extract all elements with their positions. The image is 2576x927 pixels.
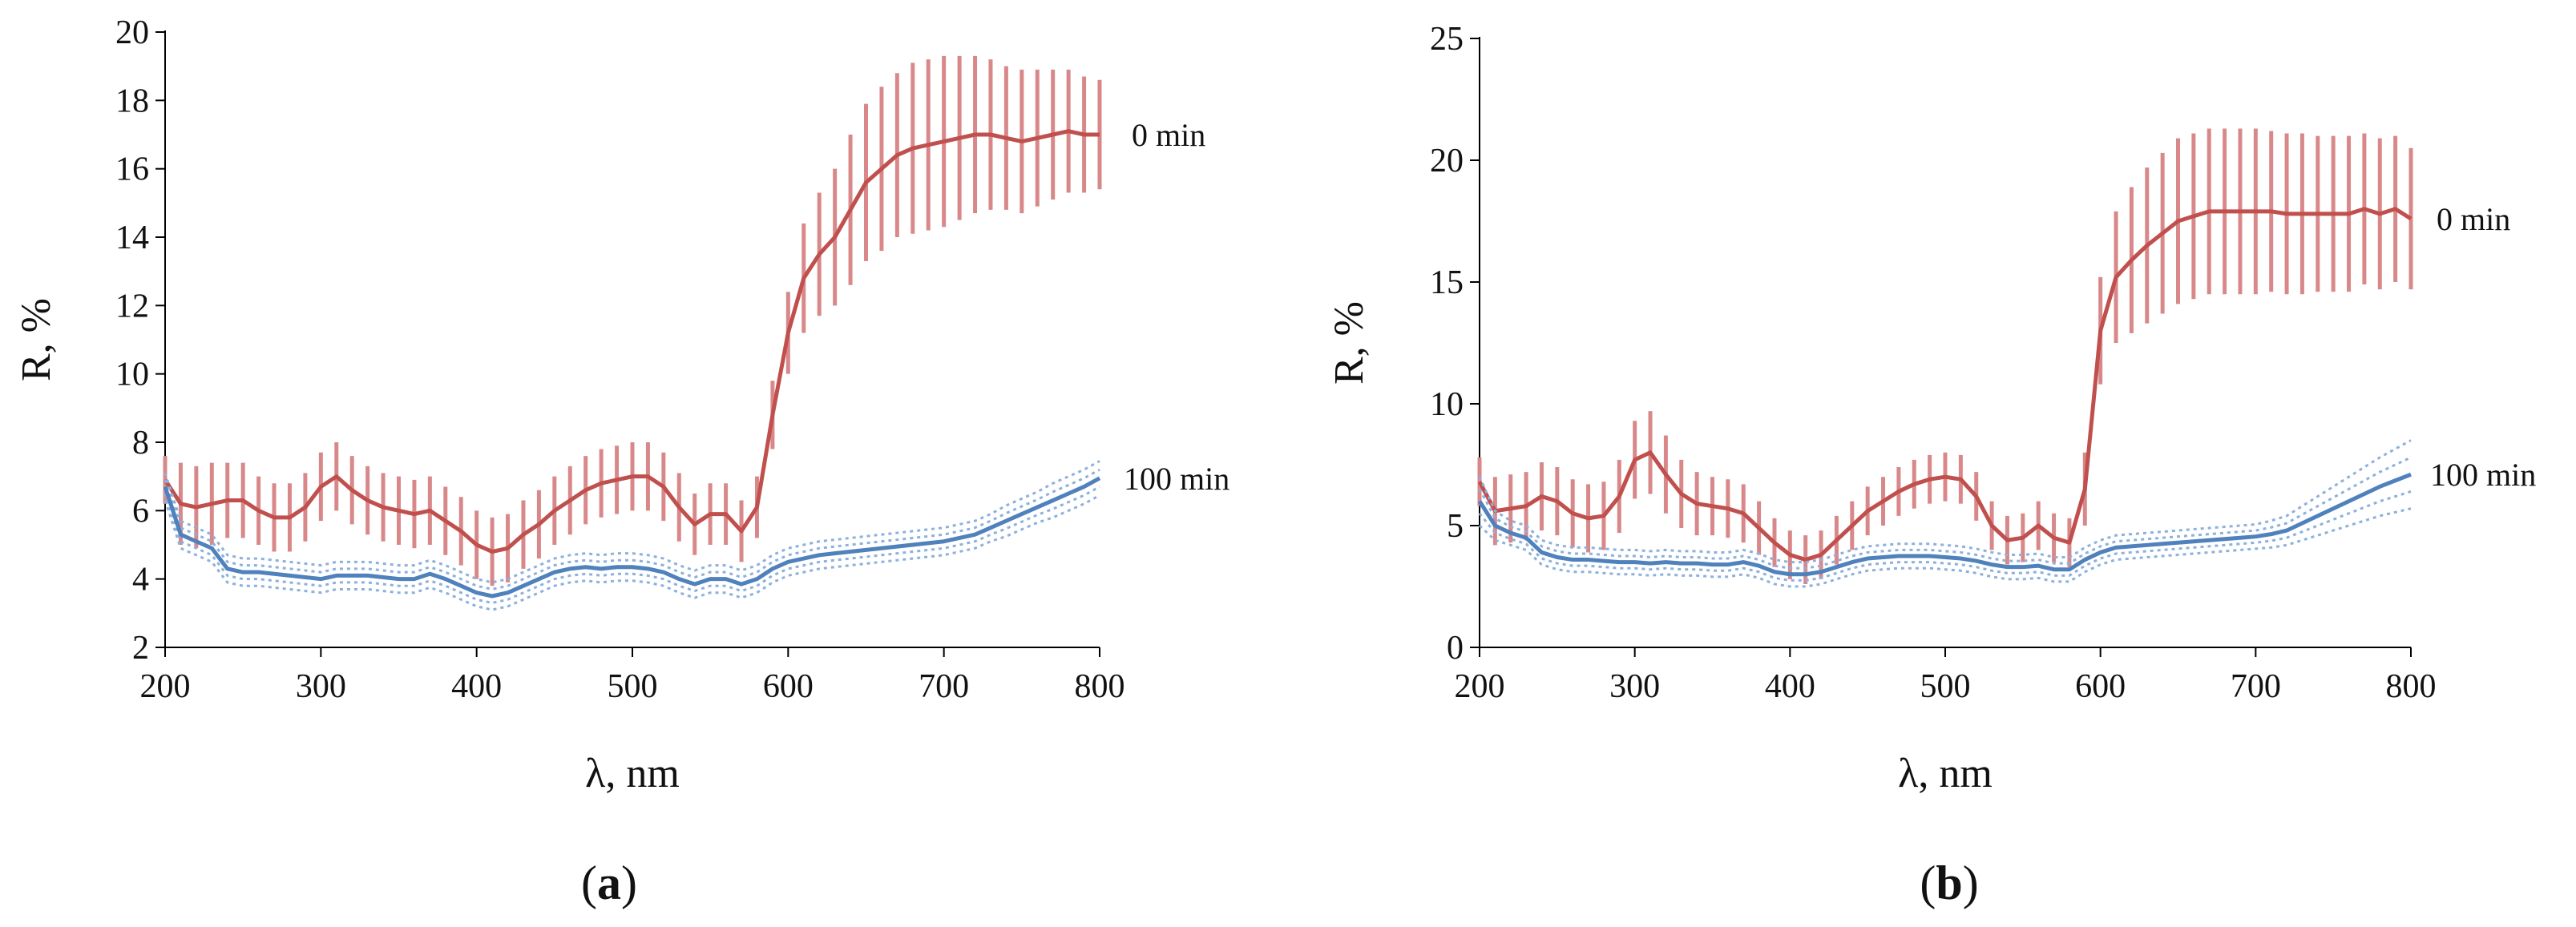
x-tick-label: 500 — [608, 668, 658, 705]
y-axis-title: R, % — [1326, 301, 1372, 385]
panel-label-letter: b — [1936, 856, 1962, 909]
panel-label-letter: a — [597, 856, 621, 909]
x-tick-label: 200 — [140, 668, 191, 705]
x-tick-label: 800 — [2386, 668, 2437, 705]
series-line — [163, 129, 1100, 554]
y-tick-label: 0 — [1447, 630, 1464, 667]
x-tick-label: 300 — [296, 668, 346, 705]
panel-b-chart: 0 5 10 15 20 25 200 300 400 500 600 700 800 λ, nm R, %… — [1326, 21, 2536, 909]
y-tick-label: 4 — [132, 562, 149, 599]
x-tick-label: 200 — [1455, 668, 1505, 705]
series-line — [163, 476, 1101, 599]
error-band-line — [1478, 456, 2412, 570]
panel-label: (a) — [581, 856, 637, 909]
y-tick-label: 10 — [115, 357, 149, 393]
y-tick-label: 16 — [115, 151, 149, 188]
error-band-line — [1478, 490, 2412, 582]
y-tick-label: 14 — [115, 220, 149, 256]
panel-label-open: ( — [581, 856, 597, 909]
y-tick-label: 18 — [115, 83, 149, 119]
panel-label-close: ) — [1963, 856, 1979, 909]
series-label: 0 min — [1132, 117, 1205, 153]
x-axis-title: λ, nm — [585, 751, 680, 796]
x-tick-label: 600 — [763, 668, 814, 705]
y-tick-label: 5 — [1447, 508, 1464, 545]
y-tick-label: 15 — [1430, 264, 1464, 301]
panel-label-open: ( — [1920, 856, 1936, 909]
y-axis-title: R, % — [14, 298, 59, 381]
series-0min — [1477, 128, 2413, 584]
y-tick-label: 6 — [132, 493, 149, 530]
y-tick-label: 12 — [115, 288, 149, 324]
x-tick-label: 500 — [1920, 668, 1971, 705]
series-line — [1477, 472, 2412, 577]
x-tick-label: 400 — [451, 668, 502, 705]
x-tick-label: 700 — [919, 668, 969, 705]
error-band-line — [1478, 507, 2412, 588]
series-0min — [163, 55, 1102, 586]
y-tick-label: 20 — [115, 14, 149, 51]
y-tick-label: 8 — [132, 425, 149, 461]
y-tick-label: 10 — [1430, 386, 1464, 423]
error-band-line — [164, 494, 1100, 611]
x-axis-title: λ, nm — [1898, 751, 1993, 796]
y-tick-label: 2 — [132, 630, 149, 667]
series-label: 100 min — [2430, 457, 2536, 493]
x-tick-label: 600 — [2075, 668, 2126, 705]
series-line — [1477, 207, 2412, 562]
error-band-line — [164, 486, 1100, 605]
y-tick-label: 25 — [1430, 21, 1464, 58]
series-label: 100 min — [1124, 461, 1229, 497]
error-band-line — [164, 460, 1100, 584]
series-100min — [163, 460, 1101, 611]
x-tick-label: 800 — [1075, 668, 1125, 705]
error-band-line — [164, 468, 1100, 591]
panel-label-close: ) — [621, 856, 637, 909]
panel-label: (b) — [1920, 856, 1978, 909]
panel-a-chart: 2 4 6 8 10 12 14 16 18 20 200 300 400 500 600 700 800 λ, … — [14, 14, 1229, 909]
y-tick-label: 20 — [1430, 143, 1464, 179]
x-tick-label: 400 — [1765, 668, 1815, 705]
x-tick-label: 700 — [2231, 668, 2281, 705]
series-100min — [1477, 439, 2412, 588]
series-label: 0 min — [2437, 201, 2510, 237]
x-tick-label: 300 — [1609, 668, 1660, 705]
error-band-line — [1478, 439, 2412, 564]
